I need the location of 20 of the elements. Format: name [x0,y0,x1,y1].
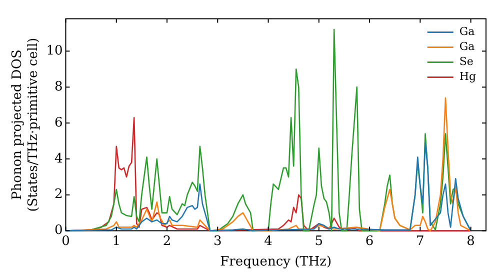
y-tick-label: 10 [46,44,63,59]
x-tick-label: 7 [416,234,424,249]
x-axis-title: Frequency (THz) [220,254,332,270]
x-tick-label: 4 [264,234,272,249]
y-axis-title: Phonon projected DOS (States/THz·primitive cell) [10,38,41,212]
legend-label: Se [459,55,474,68]
y-tick-label: 2 [54,187,63,202]
x-tick-label: 5 [314,234,324,249]
legend-label: Ga [459,40,476,54]
y-tick-label: 0 [54,223,63,238]
legend-label: Hg [459,70,476,84]
x-tick-label: 3 [214,234,222,249]
x-tick-label: 8 [466,234,475,249]
x-tick-label: 6 [365,234,374,249]
y-tick-label: 4 [54,151,63,166]
x-tick-label: 2 [162,234,172,249]
x-tick-label: 1 [112,234,121,249]
y-tick-label: 6 [54,115,63,130]
legend-label: Ga [459,25,476,38]
y-tick-label: 8 [54,79,63,94]
